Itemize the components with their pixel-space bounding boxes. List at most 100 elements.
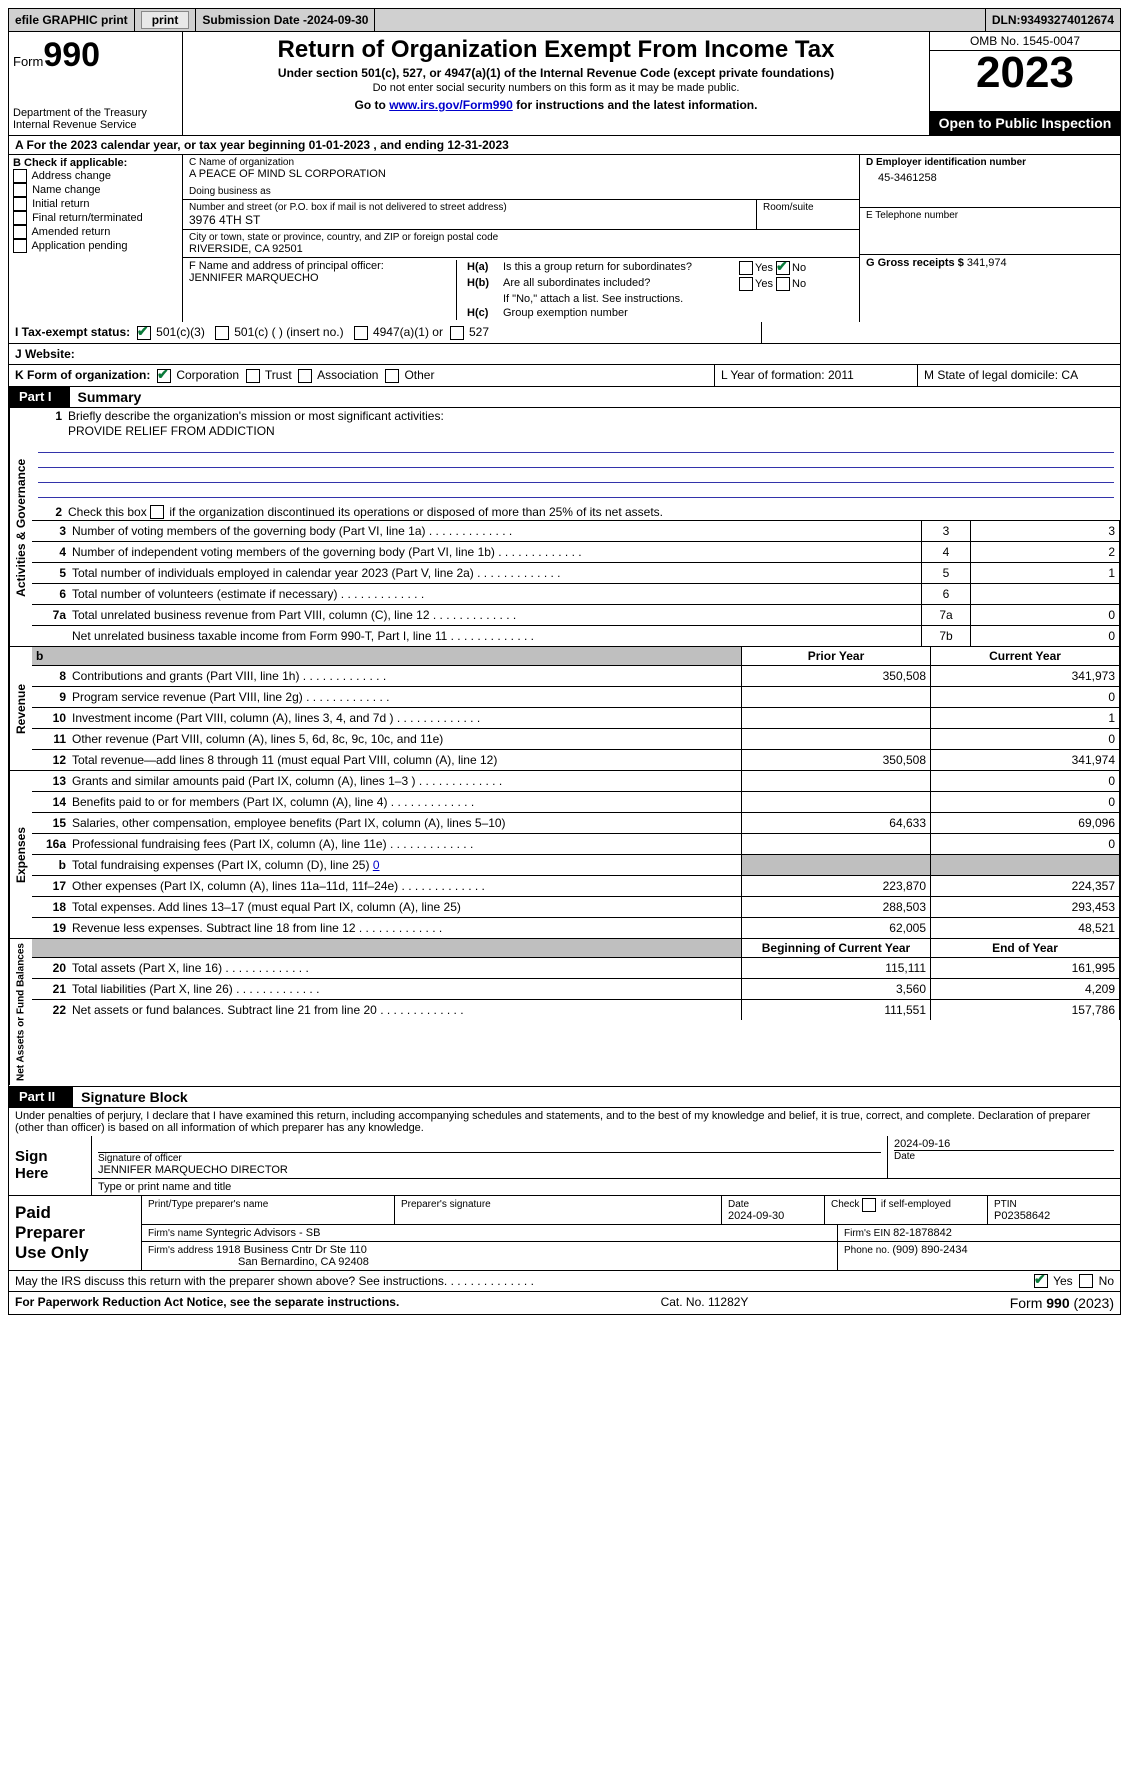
print-button-cell: print <box>135 9 197 31</box>
cell-tel: E Telephone number <box>860 208 1120 255</box>
footer-right: Form 990 (2023) <box>1010 1295 1114 1311</box>
footer-left: For Paperwork Reduction Act Notice, see … <box>15 1295 399 1309</box>
header-left: Form990 Department of the Treasury Inter… <box>9 32 183 135</box>
prep-date-cell: Date2024-09-30 <box>722 1196 825 1224</box>
cell-gross: G Gross receipts $ 341,974 <box>860 255 1120 271</box>
addr-value: 3976 4TH ST <box>189 213 750 227</box>
paid-preparer-label: PaidPreparerUse Only <box>9 1196 142 1270</box>
print-button[interactable]: print <box>141 11 190 29</box>
chk-discuss-yes[interactable] <box>1034 1274 1048 1288</box>
form-header: Form990 Department of the Treasury Inter… <box>8 32 1121 136</box>
dln: DLN: 93493274012674 <box>986 9 1120 31</box>
prep-ptin-cell: PTINP02358642 <box>988 1196 1120 1224</box>
efile-label: efile GRAPHIC print <box>9 9 135 31</box>
cell-city: City or town, state or province, country… <box>183 230 859 258</box>
form-number: Form990 <box>13 36 178 75</box>
chk-initial-return[interactable]: Initial return <box>13 197 178 211</box>
room-label: Room/suite <box>763 202 853 213</box>
chk-discontinued[interactable] <box>150 505 164 519</box>
row-m: M State of legal domicile: CA <box>918 365 1120 386</box>
chk-application-pending[interactable]: Application pending <box>13 239 178 253</box>
chk-amended-return[interactable]: Amended return <box>13 225 178 239</box>
h-b-note: If "No," attach a list. See instructions… <box>503 293 849 305</box>
col-c-f: C Name of organization A PEACE OF MIND S… <box>183 155 859 322</box>
irs-link[interactable]: www.irs.gov/Form990 <box>389 98 513 112</box>
part-ii-tag: Part II <box>9 1087 73 1107</box>
chk-final-return[interactable]: Final return/terminated <box>13 211 178 225</box>
prep-name-cell: Print/Type preparer's name <box>142 1196 395 1224</box>
form-title: Return of Organization Exempt From Incom… <box>189 36 923 64</box>
open-public-inspection: Open to Public Inspection <box>930 111 1120 135</box>
row-l: L Year of formation: 2011 <box>715 365 918 386</box>
chk-name-change[interactable]: Name change <box>13 183 178 197</box>
chk-501c3[interactable] <box>137 326 151 340</box>
city-value: RIVERSIDE, CA 92501 <box>189 243 853 255</box>
ein-value: 45-3461258 <box>866 168 1114 184</box>
form-subtitle-1: Under section 501(c), 527, or 4947(a)(1)… <box>189 66 923 80</box>
firm-name-cell: Firm's name Syntegric Advisors - SB <box>142 1225 838 1241</box>
h-a-text: Is this a group return for subordinates? <box>503 261 739 275</box>
top-bar: efile GRAPHIC print print Submission Dat… <box>8 8 1121 32</box>
mission-text: PROVIDE RELIEF FROM ADDICTION <box>32 424 1120 438</box>
paid-preparer-block: PaidPreparerUse Only Print/Type preparer… <box>8 1196 1121 1271</box>
chk-4947[interactable] <box>354 326 368 340</box>
addr-label: Number and street (or P.O. box if mail i… <box>189 202 750 213</box>
org-name-label: C Name of organization <box>189 157 853 168</box>
may-discuss-yn: Yes No <box>1034 1274 1114 1289</box>
h-a-yn: Yes No <box>739 261 849 275</box>
line-1: Briefly describe the organization's miss… <box>68 409 1116 423</box>
part-i-tag: Part I <box>9 387 70 407</box>
sig-date-label: Date <box>894 1150 1114 1162</box>
gross-value: 341,974 <box>967 257 1007 269</box>
h-b-yn: Yes No <box>739 277 849 291</box>
part-i-bar: Part I Summary <box>8 387 1121 408</box>
row-i: I Tax-exempt status: 501(c)(3) 501(c) ( … <box>9 322 762 343</box>
col-b: B Check if applicable: Address change Na… <box>9 155 183 322</box>
org-name: A PEACE OF MIND SL CORPORATION <box>189 168 853 180</box>
officer-label: F Name and address of principal officer: <box>189 260 450 272</box>
gov-table: 3Number of voting members of the governi… <box>32 520 1120 646</box>
side-net: Net Assets or Fund Balances <box>9 939 32 1085</box>
may-discuss-row: May the IRS discuss this return with the… <box>8 1271 1121 1293</box>
row-address: Number and street (or P.O. box if mail i… <box>183 200 859 230</box>
h-c-text: Group exemption number <box>503 307 849 319</box>
form-subtitle-3: Go to www.irs.gov/Form990 for instructio… <box>189 98 923 112</box>
expenses-table: 13Grants and similar amounts paid (Part … <box>32 771 1120 938</box>
part-ii-bar: Part II Signature Block <box>8 1087 1121 1108</box>
header-mid: Return of Organization Exempt From Incom… <box>183 32 929 135</box>
footer-mid: Cat. No. 11282Y <box>661 1295 749 1311</box>
h-block: H(a) Is this a group return for subordin… <box>456 260 853 320</box>
chk-trust[interactable] <box>246 369 260 383</box>
h-b-text: Are all subordinates included? <box>503 277 739 291</box>
row-f-h: F Name and address of principal officer:… <box>183 258 859 322</box>
col-b-header: B Check if applicable: <box>13 157 178 169</box>
block-b-through-h: B Check if applicable: Address change Na… <box>8 155 1121 322</box>
part-i-title: Summary <box>70 387 150 407</box>
chk-self-employed[interactable] <box>862 1198 876 1212</box>
chk-assoc[interactable] <box>298 369 312 383</box>
sign-here-label: SignHere <box>9 1136 92 1195</box>
prep-sig-cell: Preparer's signature <box>395 1196 722 1224</box>
prep-self-cell: Check if self-employed <box>825 1196 988 1224</box>
chk-discuss-no[interactable] <box>1079 1274 1093 1288</box>
row-k: K Form of organization: Corporation Trus… <box>9 365 715 386</box>
chk-address-change[interactable]: Address change <box>13 169 178 183</box>
section-expenses: Expenses 13Grants and similar amounts pa… <box>8 771 1121 938</box>
chk-501c[interactable] <box>215 326 229 340</box>
tel-label: E Telephone number <box>866 210 1114 221</box>
sign-here-block: SignHere Signature of officer JENNIFER M… <box>8 1136 1121 1196</box>
section-net-assets: Net Assets or Fund Balances Beginning of… <box>8 939 1121 1086</box>
chk-corp[interactable] <box>157 369 171 383</box>
line-2: Check this box if the organization disco… <box>68 505 1116 520</box>
firm-addr-cell: Firm's address 1918 Business Cntr Dr Ste… <box>142 1242 838 1270</box>
penalty-text: Under penalties of perjury, I declare th… <box>8 1108 1121 1136</box>
footer: For Paperwork Reduction Act Notice, see … <box>8 1292 1121 1315</box>
ein-label: D Employer identification number <box>866 157 1114 168</box>
header-right: OMB No. 1545-0047 2023 Open to Public In… <box>929 32 1120 135</box>
chk-other[interactable] <box>385 369 399 383</box>
section-governance: Activities & Governance 1Briefly describ… <box>8 408 1121 647</box>
chk-527[interactable] <box>450 326 464 340</box>
dept-treasury: Department of the Treasury <box>13 107 178 119</box>
col-d-g: D Employer identification number 45-3461… <box>859 155 1120 322</box>
cell-ein: D Employer identification number 45-3461… <box>860 155 1120 208</box>
